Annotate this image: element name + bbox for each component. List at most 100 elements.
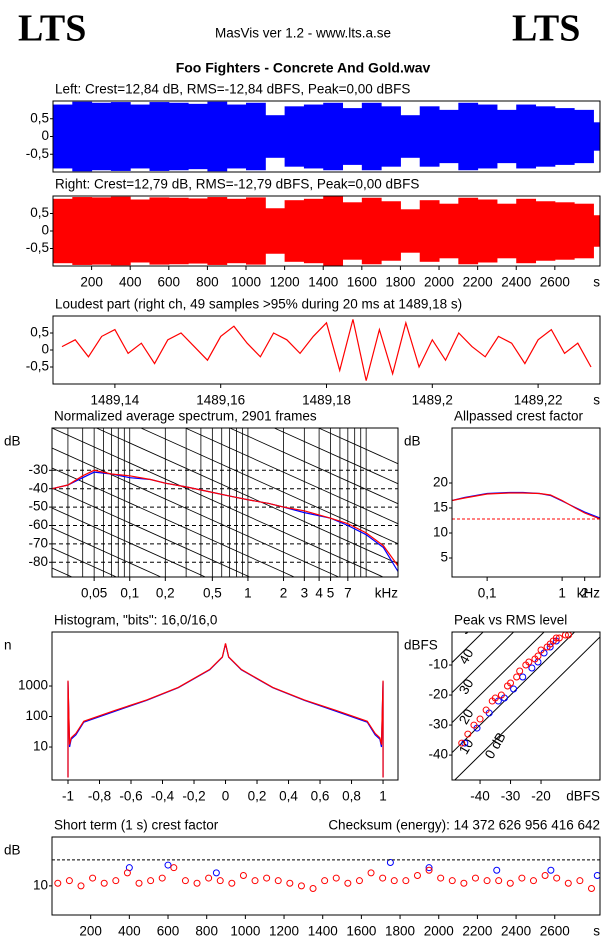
- data-point: [461, 739, 469, 747]
- waveform-segment: [130, 104, 151, 169]
- data-point: [309, 884, 317, 892]
- y-tick-label: -0,5: [26, 359, 49, 374]
- data-point: [239, 871, 247, 879]
- data-point: [534, 652, 542, 660]
- waveform-segment: [361, 197, 382, 265]
- x-tick-label: 0: [222, 789, 230, 804]
- panel-title: Peak vs RMS level: [454, 613, 567, 628]
- data-point: [321, 877, 329, 885]
- y-tick-label: 1000: [18, 678, 48, 693]
- data-point: [193, 879, 201, 887]
- logo: LTS: [512, 8, 580, 50]
- data-point: [355, 877, 363, 885]
- x-tick-label: 1600: [346, 924, 376, 939]
- data-point: [158, 874, 166, 882]
- plot-area: [452, 491, 600, 520]
- data-point: [495, 877, 503, 885]
- y-tick-label: -0,5: [26, 146, 49, 161]
- waveform-segment: [284, 106, 305, 167]
- waveform-segment: [381, 201, 401, 261]
- x-tick-label: 200: [80, 275, 103, 290]
- y-tick-label: -0,5: [26, 240, 49, 255]
- x-tick-label: 400: [119, 275, 142, 290]
- waveform-segment: [535, 201, 556, 261]
- data-point: [460, 879, 468, 887]
- panel: Loudest part (right ch, 49 samples >95% …: [26, 297, 601, 408]
- crest-line: [454, 636, 600, 780]
- waveform-segment: [303, 104, 324, 169]
- slope-line: [52, 608, 398, 764]
- plot-area: [52, 428, 398, 764]
- waveform-segment: [168, 197, 189, 265]
- x-tick-label: 1400: [308, 275, 338, 290]
- y-tick-label: -50: [28, 499, 48, 514]
- panel-title: Histogram, "bits": 16,0/16,0: [54, 613, 217, 628]
- y-tick-label: 0: [41, 223, 49, 238]
- y-tick-label: 0,5: [30, 325, 49, 340]
- waveform-segment: [226, 198, 247, 264]
- x-tick-label: 2: [280, 586, 288, 601]
- data-point: [181, 877, 189, 885]
- x-tick-label: -20: [531, 789, 551, 804]
- data-point: [386, 858, 394, 866]
- panel-frame: [52, 195, 601, 267]
- waveform-segment: [110, 102, 131, 171]
- slope-line: [52, 428, 385, 577]
- waveform-segment: [516, 198, 537, 264]
- data-point: [437, 874, 445, 882]
- x-tick-label: 0,4: [279, 789, 298, 804]
- x-tick-label: 1: [558, 586, 566, 601]
- panel-frame: [52, 100, 601, 173]
- y-tick-label: 100: [25, 708, 48, 723]
- data-point: [228, 879, 236, 887]
- y-axis-label: dB: [4, 843, 21, 858]
- data-point: [553, 874, 561, 882]
- data-line: [52, 469, 398, 567]
- x-tick-label: 0,1: [478, 586, 497, 601]
- panel-title: Normalized average spectrum, 2901 frames: [54, 409, 317, 424]
- waveform-segment: [458, 102, 479, 171]
- waveform-segment: [188, 103, 208, 170]
- slope-line: [95, 428, 398, 565]
- y-tick-label: 0,5: [30, 110, 49, 125]
- x-tick-label: 1489,2: [412, 393, 453, 408]
- x-tick-label: 4: [315, 586, 323, 601]
- panel: Short term (1 s) crest factor Checksum (e…: [4, 818, 601, 939]
- y-tick-label: -30: [28, 462, 48, 477]
- waveform-segment: [72, 101, 93, 172]
- y-tick-label: 20: [433, 475, 448, 490]
- y-tick-label: 10: [33, 877, 48, 892]
- slope-line: [52, 487, 251, 577]
- data-point: [65, 877, 73, 885]
- waveform-segment: [323, 102, 344, 171]
- data-point: [297, 882, 305, 890]
- data-point: [529, 877, 537, 885]
- waveform-segment: [53, 104, 73, 169]
- data-point: [379, 874, 387, 882]
- data-point: [555, 634, 563, 642]
- y-tick-label: 0: [41, 128, 49, 143]
- panel: Normalized average spectrum, 2901 frames…: [4, 409, 399, 764]
- x-tick-label: 800: [195, 924, 218, 939]
- x-tick-label: 0,1: [120, 586, 139, 601]
- data-point: [54, 879, 62, 887]
- waveform-segment: [439, 109, 459, 164]
- waveform-segment: [91, 102, 112, 171]
- data-point: [593, 871, 600, 879]
- y-tick-label: -40: [428, 747, 448, 762]
- x-tick-label: 800: [196, 275, 219, 290]
- data-point: [547, 866, 555, 874]
- data-point: [263, 874, 271, 882]
- waveform-segment: [323, 196, 344, 266]
- slope-line: [52, 588, 398, 744]
- waveform-segment: [53, 198, 73, 264]
- slope-line: [228, 428, 398, 505]
- data-point: [286, 879, 294, 887]
- waveform-segment: [207, 197, 228, 265]
- x-tick-label: -0,4: [151, 789, 175, 804]
- waveform-segment: [149, 197, 170, 265]
- data-line: [452, 492, 600, 520]
- waveform-segment: [400, 209, 421, 253]
- data-point: [471, 874, 479, 882]
